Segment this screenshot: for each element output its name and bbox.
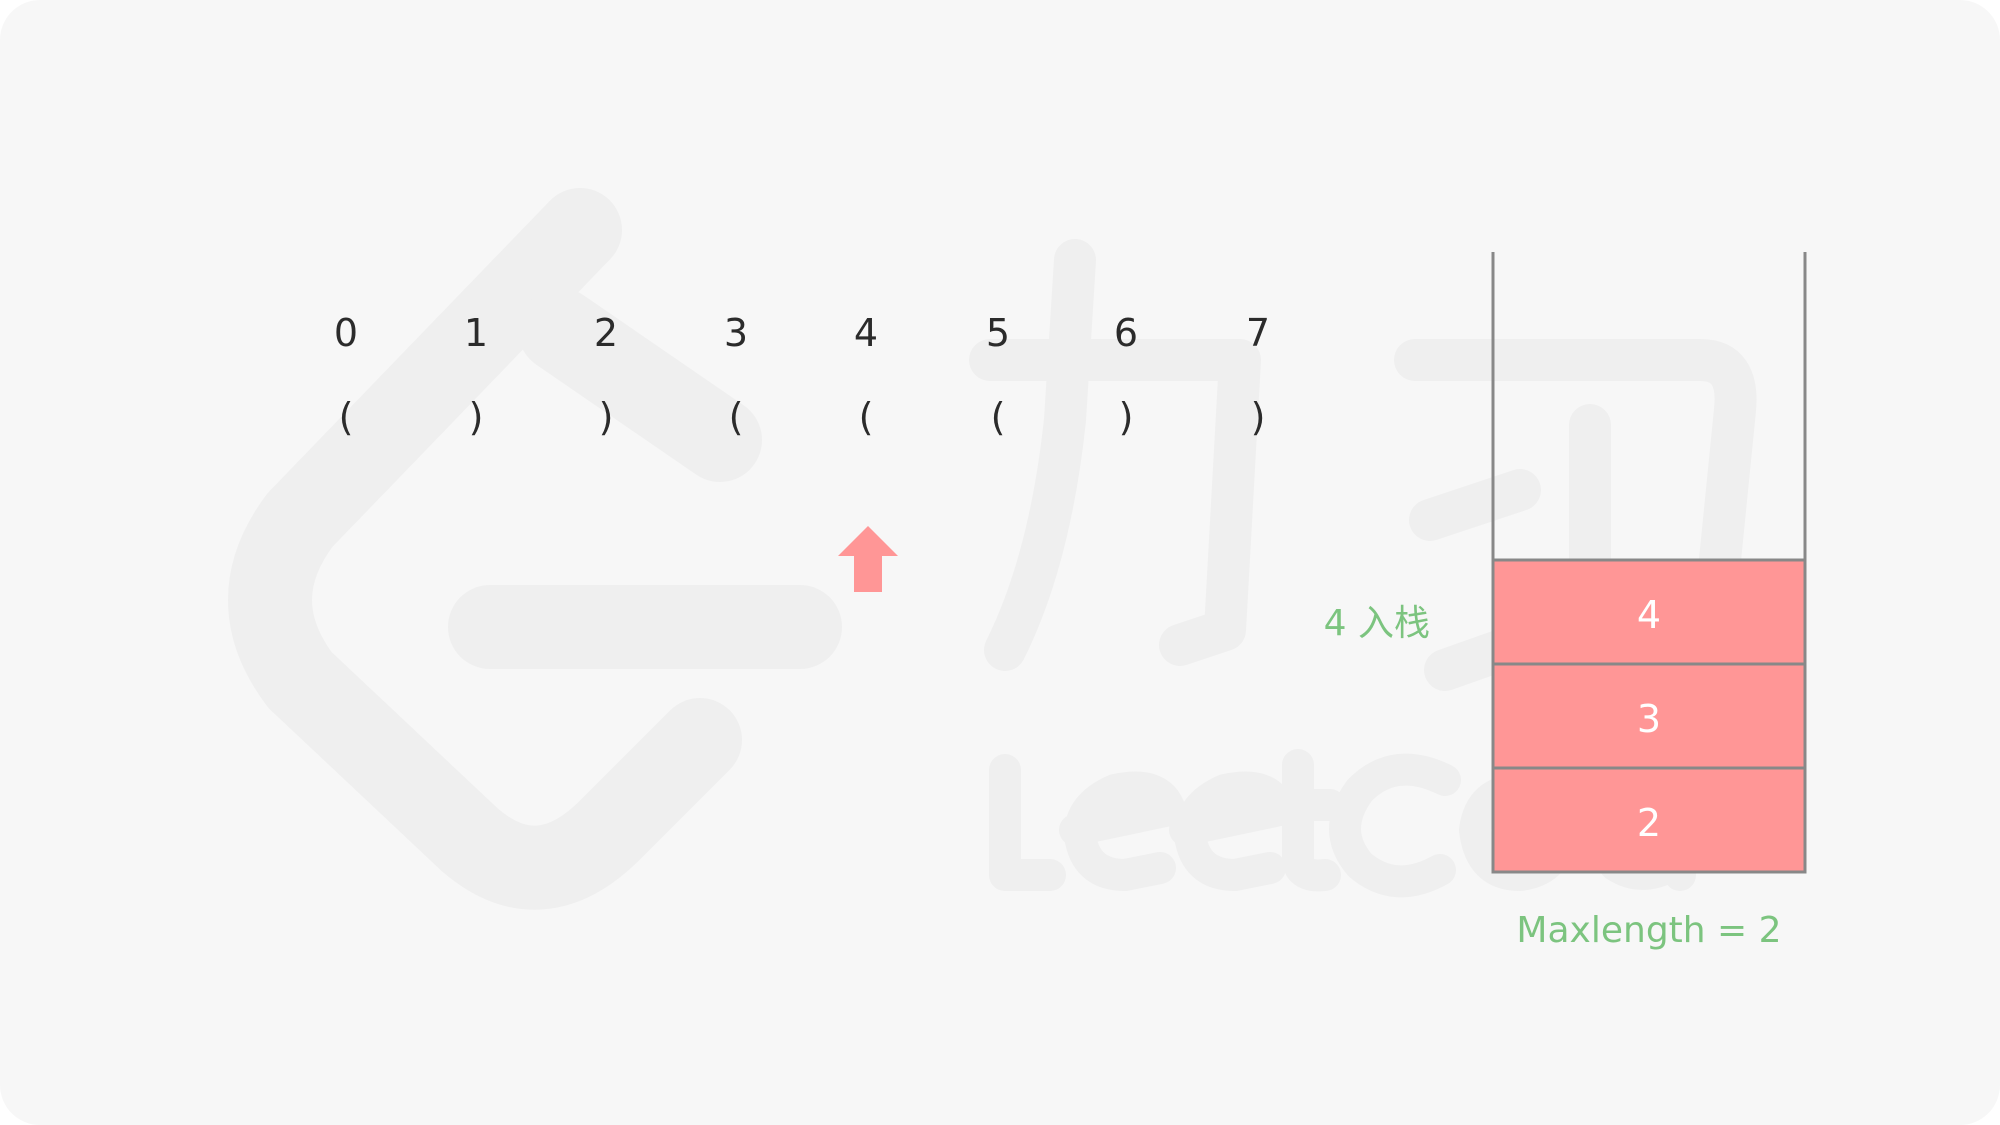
stack-item-label: 4: [1636, 593, 1662, 637]
index-label: 1: [463, 311, 489, 355]
stack-cell: [1491, 766, 1807, 874]
index-label: 2: [593, 311, 619, 355]
index-label: 5: [985, 311, 1011, 355]
stack-cell: [1491, 558, 1807, 666]
stack-item-label: 3: [1636, 697, 1662, 741]
index-label: 7: [1245, 311, 1271, 355]
stack-cell: [1491, 662, 1807, 770]
paren-char: (: [338, 395, 354, 439]
paren-char: (: [728, 395, 744, 439]
paren-char: ): [1118, 395, 1134, 439]
stack-item-label: 2: [1636, 801, 1662, 845]
push-annotation: 4 入栈: [1323, 603, 1430, 644]
pointer-up-arrow-icon: [838, 526, 898, 592]
paren-char: ): [1250, 395, 1266, 439]
maxlength-annotation: Maxlength = 2: [1516, 910, 1782, 951]
paren-char: (: [990, 395, 1006, 439]
stack-container: [1491, 252, 1807, 874]
paren-char: ): [598, 395, 614, 439]
index-label: 0: [333, 311, 359, 355]
paren-char: (: [858, 395, 874, 439]
paren-char: ): [468, 395, 484, 439]
index-label: 4: [853, 311, 879, 355]
index-label: 3: [723, 311, 749, 355]
index-label: 6: [1113, 311, 1139, 355]
stack-walls: [1491, 252, 1807, 874]
